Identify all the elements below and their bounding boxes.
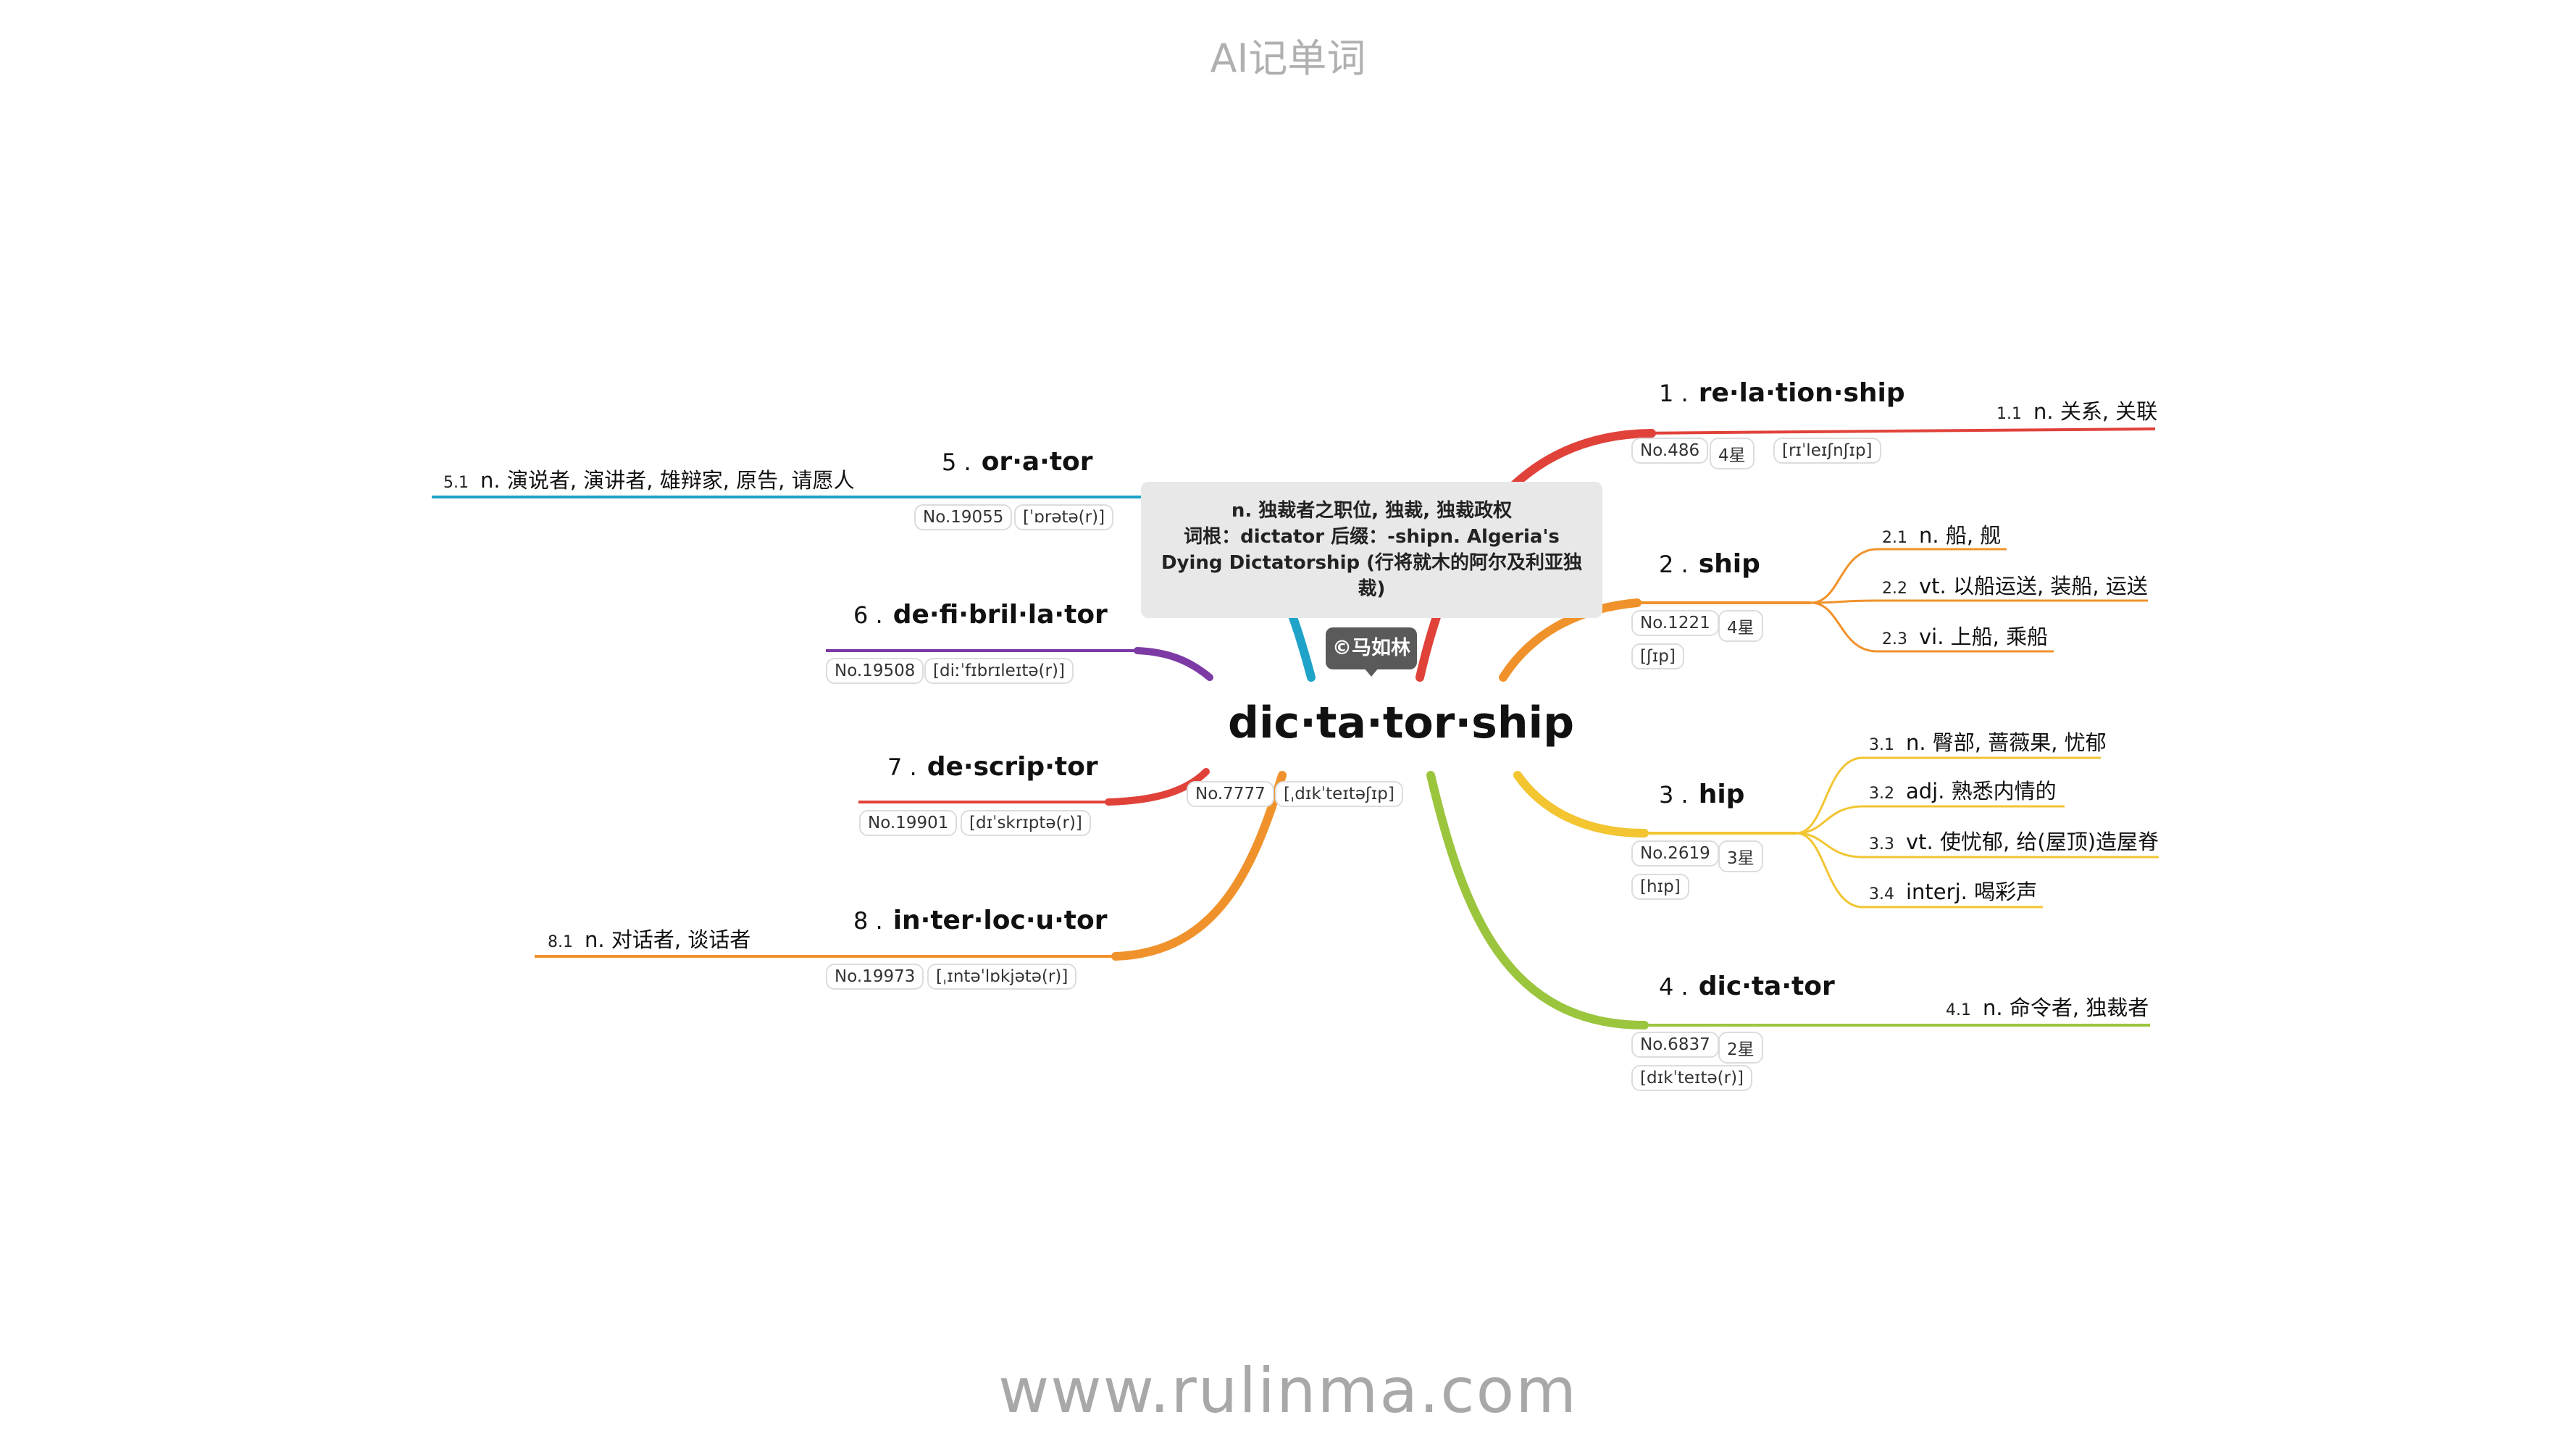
- branch-orator[interactable]: 5 . or·a·tor: [942, 447, 1093, 477]
- sub-meaning[interactable]: 4.1 n. 命令者, 独裁者: [1946, 995, 2149, 1020]
- sub-connector-2-1: [1810, 548, 1877, 604]
- word-number-tag: No.2619: [1631, 840, 1719, 867]
- sub-connector-3-4: [1796, 832, 1862, 909]
- branch-word: in·ter·loc·u·tor: [892, 906, 1108, 935]
- connector-b3: [1513, 771, 1649, 838]
- central-word: dic·ta·tor·ship: [1228, 698, 1575, 748]
- sub-meaning[interactable]: 2.1 n. 船, 舰: [1882, 523, 2002, 548]
- sub-meaning[interactable]: 3.3 vt. 使忧郁, 给(屋顶)造屋脊: [1869, 830, 2159, 854]
- sub-meaning[interactable]: 3.2 adj. 熟悉内情的: [1869, 779, 2057, 803]
- note-line: Dying Dictatorship (行将就木的阿尔及利亚独: [1161, 552, 1583, 574]
- sub-meaning[interactable]: 3.4 interj. 喝彩声: [1869, 880, 2038, 904]
- branch-number: 7 .: [887, 753, 917, 781]
- word-number-tag: No.19055: [914, 504, 1013, 530]
- sub-meaning[interactable]: 1.1 n. 关系, 关联: [1996, 399, 2158, 424]
- sub-connector-3-1: [1796, 756, 1862, 835]
- word-number-tag: No.1221: [1631, 610, 1719, 636]
- phonetic-tag: [dɪkˈteɪtə(r)]: [1631, 1065, 1753, 1091]
- branch-dictator[interactable]: 4 . dic·ta·tor: [1659, 972, 1835, 1001]
- word-number-tag: No.19901: [859, 810, 958, 836]
- footer-url: www.rulinma.com: [998, 1355, 1578, 1427]
- note-line: n. 独裁者之职位, 独裁, 独裁政权: [1231, 500, 1513, 522]
- star-tag: 2星: [1718, 1032, 1763, 1064]
- word-number-tag: No.19973: [826, 964, 924, 990]
- branch-number: 1 .: [1659, 380, 1689, 407]
- sub-meaning[interactable]: 5.1 n. 演说者, 演讲者, 雄辩家, 原告, 请愿人: [443, 468, 855, 493]
- connector-b8: [1111, 771, 1287, 961]
- phonetic-tag: [ˌɪntəˈlɒkjətə(r)]: [927, 964, 1077, 990]
- sub-meaning[interactable]: 2.3 vi. 上船, 乘船: [1882, 625, 2049, 649]
- branch-number: 8 .: [853, 907, 883, 935]
- branch-relationship[interactable]: 1 . re·la·tion·ship: [1659, 378, 1905, 408]
- branch-number: 5 .: [942, 448, 971, 476]
- underline-b1: [1629, 427, 2156, 435]
- connector-b7: [1105, 768, 1210, 806]
- phonetic-tag: [ʃɪp]: [1631, 643, 1684, 669]
- definition-note: n. 独裁者之职位, 独裁, 独裁政权 词根：dictator 后缀：-ship…: [1141, 482, 1602, 618]
- word-number-tag: No.6837: [1631, 1032, 1719, 1058]
- branch-word: de·fi·bril·la·tor: [892, 600, 1108, 630]
- branch-number: 4 .: [1659, 973, 1689, 1001]
- page-title: AI记单词: [1210, 36, 1366, 81]
- word-number-tag: No.7777: [1187, 781, 1274, 807]
- sub-meaning[interactable]: 3.1 n. 臀部, 蔷薇果, 忧郁: [1869, 730, 2107, 755]
- sub-connector-2-3: [1810, 601, 1877, 653]
- star-tag: 3星: [1718, 840, 1763, 872]
- connector-b2: [1499, 598, 1642, 682]
- branch-number: 3 .: [1659, 781, 1689, 809]
- phonetic-tag: [ˌdɪkˈteɪtəʃɪp]: [1275, 781, 1403, 807]
- branch-number: 2 .: [1659, 551, 1689, 578]
- sub-connector-2-2: [1810, 599, 1877, 604]
- branch-defibrillator[interactable]: 6 . de·fi·bril·la·tor: [853, 600, 1108, 630]
- connector-b6: [1134, 647, 1213, 681]
- phonetic-tag: [hɪp]: [1631, 874, 1689, 900]
- phonetic-tag: [rɪˈleɪʃnʃɪp]: [1773, 438, 1881, 464]
- branch-word: de·scrip·tor: [927, 752, 1098, 782]
- branch-word: re·la·tion·ship: [1698, 378, 1905, 408]
- sub-meaning[interactable]: 8.1 n. 对话者, 谈话者: [548, 927, 751, 952]
- branch-word: dic·ta·tor: [1698, 972, 1835, 1001]
- branch-ship[interactable]: 2 . ship: [1659, 549, 1760, 579]
- word-number-tag: No.486: [1631, 438, 1709, 464]
- word-number-tag: No.19508: [826, 658, 924, 684]
- branch-word: hip: [1698, 780, 1745, 809]
- sub-connector-3-2: [1796, 805, 1862, 835]
- branch-descriptor[interactable]: 7 . de·scrip·tor: [887, 752, 1098, 782]
- branch-word: or·a·tor: [981, 447, 1093, 477]
- phonetic-tag: [ˈɒrətə(r)]: [1014, 504, 1114, 530]
- copyright-badge: ©马如林: [1326, 627, 1417, 669]
- phonetic-tag: [dɪˈskrɪptə(r)]: [961, 810, 1091, 836]
- branch-word: ship: [1698, 549, 1760, 579]
- note-line: 词根：dictator 后缀：-shipn. Algeria's: [1184, 526, 1560, 548]
- star-tag: 4星: [1710, 438, 1755, 469]
- branch-hip[interactable]: 3 . hip: [1659, 780, 1744, 809]
- branch-interlocutor[interactable]: 8 . in·ter·loc·u·tor: [853, 906, 1108, 935]
- sub-meaning[interactable]: 2.2 vt. 以船运送, 装船, 运送: [1882, 574, 2148, 598]
- copyright-pointer: [1364, 668, 1379, 677]
- connector-b4: [1426, 771, 1649, 1030]
- sub-connector-3-3: [1796, 832, 1862, 859]
- phonetic-tag: [diːˈfɪbrɪleɪtə(r)]: [924, 658, 1074, 684]
- branch-number: 6 .: [853, 601, 883, 629]
- note-line: 裁): [1358, 578, 1386, 600]
- star-tag: 4星: [1718, 610, 1763, 642]
